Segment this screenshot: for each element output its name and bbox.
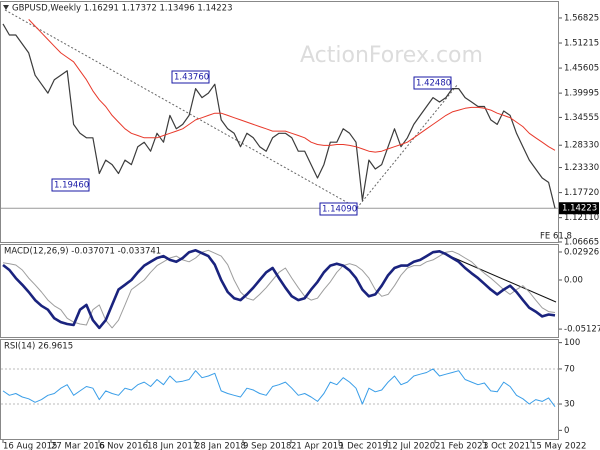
y-tick-label: 1.45605: [564, 64, 599, 74]
y-tick-label: 0: [564, 426, 569, 436]
trend-line: [356, 83, 459, 209]
annotation-box: [171, 70, 210, 84]
price-pane: [0, 1, 559, 243]
watermark: ActionForex.com: [300, 43, 483, 68]
x-tick-label: 27 Mar 2016: [51, 442, 105, 450]
x-tick-label: 12 Jul 2020: [387, 442, 435, 450]
x-tick-label: 21 Feb 2021: [435, 442, 488, 450]
trend-line: [4, 9, 358, 209]
x-tick-label: 21 Apr 2019: [291, 442, 344, 450]
series-line: [2, 368, 556, 407]
y-tick-label: 1.51215: [564, 39, 599, 49]
rsi-title: RSI(14) 26.9615: [4, 342, 73, 352]
y-tick-label: 1.23330: [564, 163, 599, 173]
y-tick-label: 1.06665: [564, 237, 599, 247]
x-tick-label: 16 Aug 2015: [3, 442, 57, 450]
macd-pane: [0, 244, 559, 338]
y-tick-label: 100: [564, 338, 580, 348]
y-tick-label: 1.56825: [564, 13, 599, 23]
annotation-box: [319, 202, 358, 216]
current-price-label: 1.14223: [562, 204, 597, 214]
y-tick-label: 0.00: [564, 275, 583, 285]
series-line: [2, 249, 556, 330]
y-tick-label: 1.17720: [564, 188, 599, 198]
series-line: [28, 19, 556, 153]
rsi-pane: [0, 339, 559, 440]
x-tick-label: 28 Jan 2018: [195, 442, 246, 450]
y-tick-label: 1.39995: [564, 89, 599, 99]
annotation-label: 1.42480: [416, 79, 451, 89]
y-tick-label: 0.029261: [564, 247, 600, 257]
y-tick-label: -0.051279: [564, 325, 600, 335]
x-tick-label: 1 Dec 2019: [339, 442, 388, 450]
annotation-label: FE 61.8: [540, 232, 572, 242]
x-tick-label: 3 Oct 2021: [483, 442, 530, 450]
x-tick-label: 9 Sep 2018: [243, 442, 291, 450]
current-price-box: [559, 202, 599, 215]
x-tick-label: 6 Nov 2016: [99, 442, 148, 450]
y-tick-label: 70: [564, 364, 575, 374]
y-tick-label: 1.12110: [564, 213, 599, 223]
y-tick-label: 1.28330: [564, 141, 599, 151]
y-tick-label: 30: [564, 400, 575, 410]
menu-triangle: [3, 5, 9, 10]
x-tick-label: 18 Jun 2017: [147, 442, 198, 450]
price-title: GBPUSD,Weekly 1.16291 1.17372 1.13496 1.…: [12, 4, 233, 14]
annotation-label: 1.43760: [174, 73, 209, 83]
x-tick-label: 15 May 2022: [531, 442, 586, 450]
annotation-label: 1.19460: [54, 181, 89, 191]
macd-trend-line: [451, 256, 557, 303]
annotation-box: [51, 178, 90, 192]
y-tick-label: 1.34555: [564, 113, 599, 123]
series-line: [2, 23, 556, 209]
annotation-label: 1.14090: [322, 205, 357, 215]
macd-title: MACD(12,26,9) -0.037071 -0.033741: [4, 247, 161, 257]
annotation-box: [413, 76, 452, 90]
series-line: [2, 249, 556, 329]
